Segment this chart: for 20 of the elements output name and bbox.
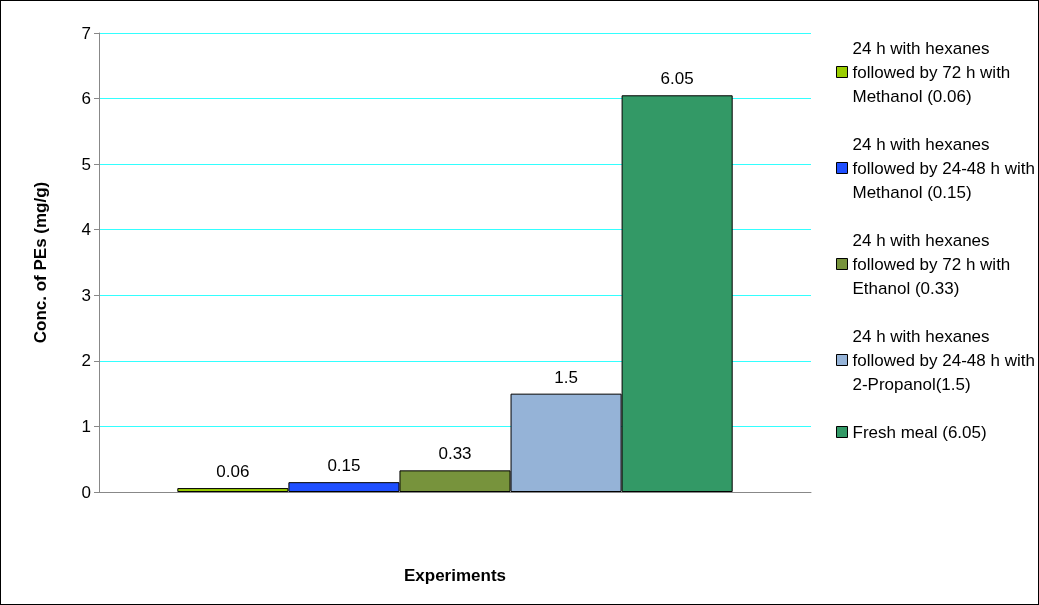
y-tick-label: 3 — [81, 285, 91, 305]
y-tick-label: 6 — [81, 89, 91, 109]
data-label: 0.33 — [438, 444, 472, 464]
data-label: 0.15 — [327, 456, 361, 476]
y-tick-label: 5 — [81, 154, 91, 174]
y-tick-label: 2 — [81, 351, 91, 371]
data-label: 1.5 — [554, 367, 578, 387]
y-axis-title: Conc. of PEs (mg/g) — [31, 181, 50, 344]
y-tick-label: 7 — [81, 23, 91, 43]
y-tick-label: 0 — [81, 482, 91, 502]
x-axis-title: Experiments — [403, 566, 507, 585]
legend-label: 24 h with hexanes followed by 24-48 h with 2-Propanol(1.5) — [852, 326, 1039, 394]
data-label: 6.05 — [660, 69, 694, 89]
legend-label: Fresh meal (6.05) — [852, 422, 987, 442]
legend-label: 24 h with hexanes followed by 72 h with Methanol (0.06) — [852, 38, 1016, 106]
data-label: 0.06 — [216, 462, 250, 482]
legend-label: 24 h with hexanes followed by 72 h with Ethanol (0.33) — [852, 230, 1016, 298]
legend-label: 24 h with hexanes followed by 24-48 h with Methanol (0.15) — [852, 134, 1039, 202]
y-tick-label: 1 — [81, 416, 91, 436]
y-tick-label: 4 — [81, 220, 91, 240]
